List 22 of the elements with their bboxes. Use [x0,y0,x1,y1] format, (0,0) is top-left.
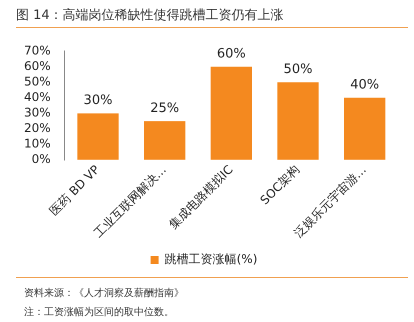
chart-title: 图 14：高端岗位稀缺性使得跳槽工资仍有上涨 [16,7,284,24]
text: 注：工资涨幅为区间的取中位数。 [24,306,175,320]
y-tick-label: 30% [24,105,51,120]
x-tick-label: 集成电路模拟IC [166,162,236,232]
data-label: 25% [150,100,180,116]
y-tick-label: 10% [24,136,51,151]
y-tick-label: 40% [24,90,51,104]
data-label: 40% [350,78,380,93]
data-label: 30% [84,93,112,108]
y-tick-label: 20% [24,120,51,135]
bar [77,113,119,160]
data-label: 50% [284,62,312,78]
y-tick-label: 70% [24,43,51,58]
bar [144,121,186,160]
text: 资料来源：《人才洞察及薪酬指南》 [24,286,184,301]
bar [344,98,386,160]
data-label: 60% [216,46,246,62]
bar [210,66,252,160]
legend-label: 跳槽工资涨幅(%) [164,252,258,266]
y-tick-label: 50% [24,74,51,88]
y-tick-label: 60% [24,58,51,73]
bar [277,82,319,160]
